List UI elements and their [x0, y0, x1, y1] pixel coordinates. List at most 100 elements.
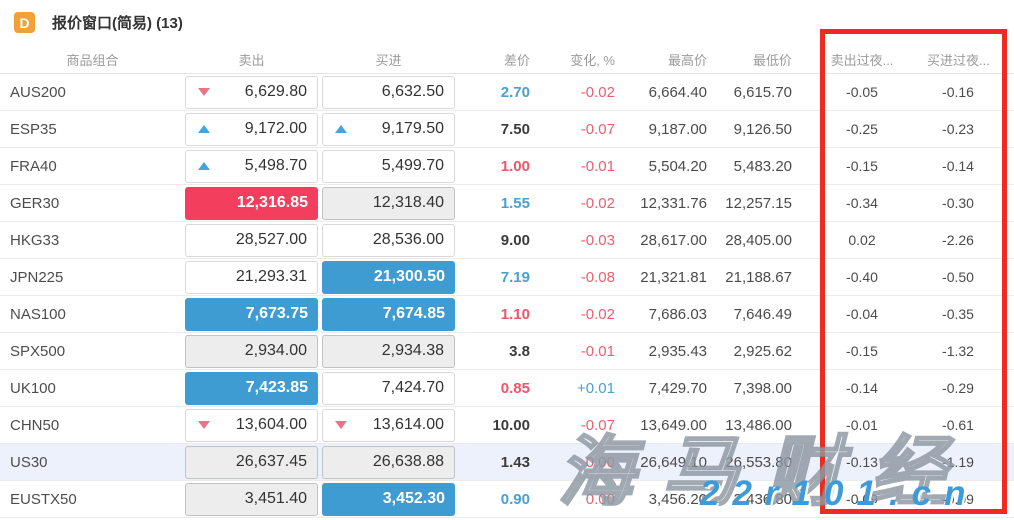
sell-price-button[interactable]: 13,604.00: [185, 408, 318, 442]
sell-price-button[interactable]: 2,934.00: [185, 334, 318, 368]
change-value: +0.01: [577, 379, 615, 397]
high-value: 6,664.40: [648, 83, 707, 101]
change-value: -0.02: [580, 194, 615, 212]
instrument-name: US30: [10, 453, 48, 471]
spread-value: 10.00: [492, 416, 530, 434]
table-row[interactable]: ESP35 9,172.00 9,179.50 7.50 -0.07 9,187.00 9,…: [0, 111, 1014, 148]
table-row[interactable]: CHN50 13,604.00 13,614.00 10.00 -0.07 13,649.…: [0, 407, 1014, 444]
buy-price-button[interactable]: 28,536.00: [322, 223, 455, 257]
buy-price-value: 21,300.50: [373, 268, 445, 285]
watermark-text: 海马财经: [557, 429, 974, 517]
sell-price-button[interactable]: 9,172.00: [185, 112, 318, 146]
sell-price-button[interactable]: 3,451.40: [185, 482, 318, 516]
low-value: 26,553.80: [725, 453, 792, 471]
change-value: -0.03: [580, 231, 615, 249]
table-row[interactable]: HKG33 28,527.00 28,536.00 9.00 -0.03 28,617.0…: [0, 222, 1014, 259]
buy-price-button[interactable]: 9,179.50: [322, 112, 455, 146]
buy-price-button[interactable]: 2,934.38: [322, 334, 455, 368]
column-header-overnight-sell[interactable]: 卖出过夜...: [830, 52, 894, 68]
sell-price-button[interactable]: 21,293.31: [185, 260, 318, 294]
table-row[interactable]: NAS100 7,673.75 7,674.85 1.10 -0.02 7,686.03 7…: [0, 296, 1014, 333]
sell-price-value: 26,637.45: [235, 453, 307, 470]
table-row[interactable]: FRA40 5,498.70 5,499.70 1.00 -0.01 5,504.20 5,…: [0, 148, 1014, 185]
column-header-sell[interactable]: 卖出: [238, 52, 265, 68]
sell-cell: 3,451.40: [185, 482, 318, 516]
overnight-buy-value: -0.30: [942, 195, 974, 211]
column-header-low[interactable]: 最低价: [752, 52, 792, 68]
buy-price-button[interactable]: 7,424.70: [322, 371, 455, 405]
buy-price-button[interactable]: 13,614.00: [322, 408, 455, 442]
spread-value: 0.90: [500, 490, 530, 508]
overnight-sell-value: 0.02: [848, 232, 876, 248]
sell-price-button[interactable]: 26,637.45: [185, 445, 318, 479]
buy-price-button[interactable]: 5,499.70: [322, 149, 455, 183]
column-header-buy[interactable]: 买进: [375, 52, 402, 68]
sell-price-value: 6,629.80: [244, 83, 307, 100]
buy-price-button[interactable]: 26,638.88: [322, 445, 455, 479]
buy-cell: 28,536.00: [322, 223, 455, 257]
overnight-buy-value: -1.19: [942, 454, 974, 470]
buy-cell: 2,934.38: [322, 334, 455, 368]
table-row[interactable]: EUSTX50 3,451.40 3,452.30 0.90 0.00 3,456.20 3…: [0, 481, 1014, 518]
spread-value: 0.85: [500, 379, 530, 397]
sell-cell: 26,637.45: [185, 445, 318, 479]
buy-cell: 12,318.40: [322, 186, 455, 220]
buy-cell: 3,452.30: [322, 482, 455, 516]
instrument-name: EUSTX50: [10, 490, 77, 508]
low-value: 13,486.00: [725, 416, 792, 434]
overnight-sell-value: -0.05: [846, 84, 878, 100]
quote-table-body: AUS200 6,629.80 6,632.50 2.70 -0.02 6,664.40 6…: [0, 74, 1014, 518]
table-row[interactable]: SPX500 2,934.00 2,934.38 3.8 -0.01 2,935.43 2,…: [0, 333, 1014, 370]
overnight-buy-value: -0.23: [942, 121, 974, 137]
sell-price-value: 2,934.00: [244, 342, 307, 359]
column-header-instrument[interactable]: 商品组合: [66, 52, 119, 68]
change-value: -0.07: [580, 120, 615, 138]
sell-price-button[interactable]: 7,423.85: [185, 371, 318, 405]
table-row[interactable]: UK100 7,423.85 7,424.70 0.85 +0.01 7,429.70 7,…: [0, 370, 1014, 407]
buy-cell: 21,300.50: [322, 260, 455, 294]
overnight-sell-value: -0.15: [846, 343, 878, 359]
overnight-buy-value: -2.26: [942, 232, 974, 248]
high-value: 9,187.00: [648, 120, 707, 138]
buy-price-button[interactable]: 3,452.30: [322, 482, 455, 516]
table-row[interactable]: AUS200 6,629.80 6,632.50 2.70 -0.02 6,664.40 6…: [0, 74, 1014, 111]
buy-price-value: 7,424.70: [381, 379, 444, 396]
column-header-overnight-buy[interactable]: 买进过夜...: [927, 52, 990, 68]
buy-cell: 6,632.50: [322, 75, 455, 109]
low-value: 7,398.00: [733, 379, 792, 397]
buy-price-value: 13,614.00: [372, 416, 444, 433]
buy-cell: 7,674.85: [322, 297, 455, 331]
table-row[interactable]: US30 26,637.45 26,638.88 1.43 0.00 26,649.10 2…: [0, 444, 1014, 481]
sell-price-button[interactable]: 6,629.80: [185, 75, 318, 109]
buy-price-button[interactable]: 6,632.50: [322, 75, 455, 109]
buy-price-button[interactable]: 21,300.50: [322, 260, 455, 294]
column-header-change[interactable]: 变化, %: [570, 52, 615, 68]
annotation-rectangle: [820, 29, 1007, 514]
sell-price-value: 5,498.70: [244, 157, 307, 174]
sell-price-button[interactable]: 12,316.85: [185, 186, 318, 220]
low-value: 3,436.80: [733, 490, 792, 508]
sell-price-value: 9,172.00: [244, 120, 307, 137]
column-header-spread[interactable]: 差价: [503, 52, 530, 68]
high-value: 7,429.70: [648, 379, 707, 397]
instrument-name: HKG33: [10, 231, 60, 249]
up-arrow-icon: [198, 162, 210, 170]
low-value: 7,646.49: [733, 305, 792, 323]
buy-price-button[interactable]: 12,318.40: [322, 186, 455, 220]
instrument-name: FRA40: [10, 157, 57, 175]
buy-price-button[interactable]: 7,674.85: [322, 297, 455, 331]
high-value: 3,456.20: [648, 490, 707, 508]
instrument-name: CHN50: [10, 416, 60, 434]
table-row[interactable]: JPN225 21,293.31 21,300.50 7.19 -0.08 21,321.…: [0, 259, 1014, 296]
sell-price-button[interactable]: 5,498.70: [185, 149, 318, 183]
buy-cell: 7,424.70: [322, 371, 455, 405]
table-row[interactable]: GER30 12,316.85 12,318.40 1.55 -0.02 12,331.7…: [0, 185, 1014, 222]
sell-price-button[interactable]: 7,673.75: [185, 297, 318, 331]
sell-price-button[interactable]: 28,527.00: [185, 223, 318, 257]
column-header-high[interactable]: 最高价: [667, 52, 707, 68]
overnight-sell-value: -0.04: [846, 306, 878, 322]
spread-value: 7.19: [500, 268, 530, 286]
sell-price-value: 7,673.75: [245, 305, 308, 322]
overnight-sell-value: -0.13: [846, 454, 878, 470]
buy-cell: 5,499.70: [322, 149, 455, 183]
